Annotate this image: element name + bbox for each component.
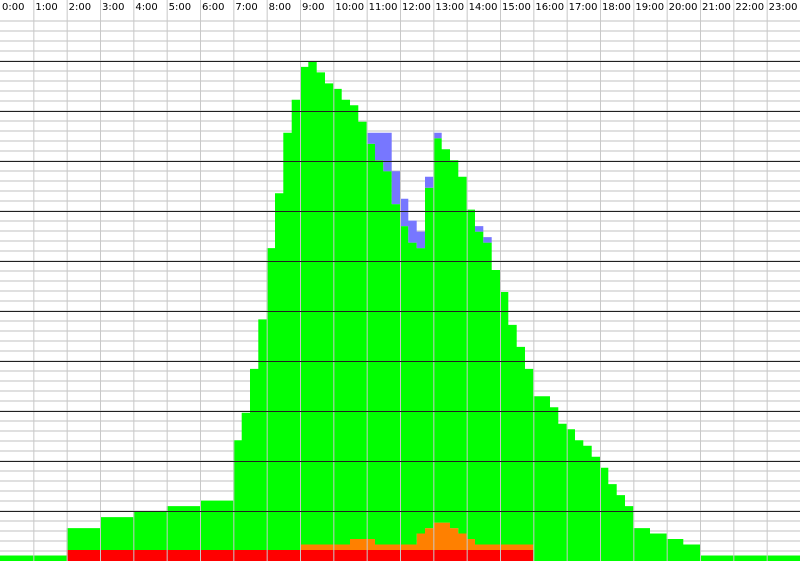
x-tick-labels: 0:00 1:00 2:00 3:00 4:00 5:00 6:00 7:00 8:00 9:00… [2, 2, 797, 13]
x-tick-label: 21:00 [702, 2, 731, 13]
x-tick-label: 0:00 [2, 2, 24, 13]
x-tick-label: 16:00 [535, 2, 564, 13]
x-tick-label: 15:00 [502, 2, 531, 13]
x-tick-label: 8:00 [269, 2, 291, 13]
x-tick-label: 23:00 [769, 2, 798, 13]
major-gridlines [0, 61, 800, 512]
x-tick-label: 17:00 [569, 2, 598, 13]
x-tick-label: 12:00 [402, 2, 431, 13]
x-tick-label: 20:00 [669, 2, 698, 13]
x-tick-label: 7:00 [235, 2, 257, 13]
x-tick-label: 5:00 [169, 2, 191, 13]
x-tick-label: 18:00 [602, 2, 631, 13]
x-tick-label: 22:00 [735, 2, 764, 13]
x-tick-label: 3:00 [102, 2, 124, 13]
x-tick-label: 4:00 [135, 2, 157, 13]
x-tick-label: 6:00 [202, 2, 224, 13]
x-tick-label: 10:00 [335, 2, 364, 13]
x-tick-label: 14:00 [469, 2, 498, 13]
x-tick-label: 19:00 [635, 2, 664, 13]
x-tick-label: 2:00 [69, 2, 91, 13]
x-tick-label: 13:00 [435, 2, 464, 13]
x-tick-label: 9:00 [302, 2, 324, 13]
x-tick-label: 1:00 [35, 2, 57, 13]
vertical-gridlines [33, 0, 768, 561]
x-tick-label: 11:00 [369, 2, 398, 13]
